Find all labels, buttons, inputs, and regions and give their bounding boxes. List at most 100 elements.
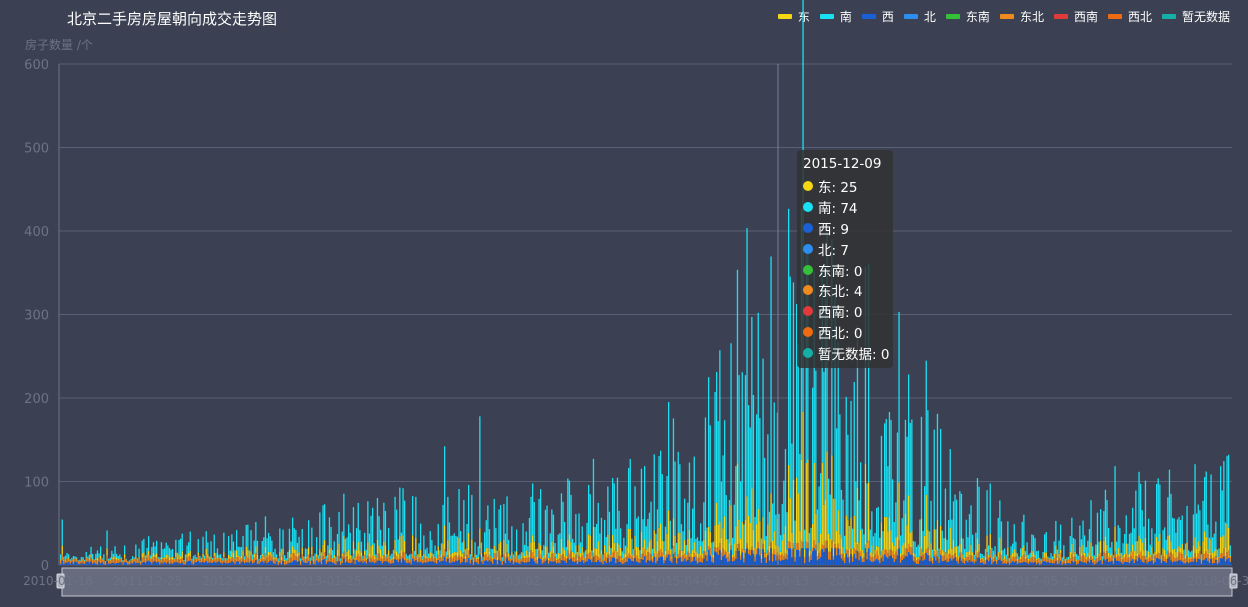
bar bbox=[797, 493, 799, 543]
bar bbox=[1162, 554, 1164, 561]
bar bbox=[392, 549, 395, 557]
bar bbox=[621, 551, 623, 559]
bar bbox=[202, 553, 204, 558]
legend-item[interactable]: 西南 bbox=[1053, 8, 1098, 25]
bar bbox=[77, 561, 79, 564]
bar bbox=[208, 559, 211, 563]
bar bbox=[324, 504, 326, 541]
bar bbox=[413, 557, 415, 562]
bar bbox=[463, 558, 465, 565]
bar bbox=[90, 546, 92, 555]
bar bbox=[316, 560, 318, 565]
bar bbox=[452, 558, 454, 562]
bar bbox=[231, 561, 233, 565]
bar bbox=[511, 552, 513, 556]
bar bbox=[645, 549, 647, 556]
bar bbox=[320, 552, 323, 560]
legend-item[interactable]: 北 bbox=[903, 8, 936, 25]
data-zoom-slider[interactable] bbox=[61, 567, 1233, 597]
bar bbox=[272, 559, 275, 563]
zoom-handle-left[interactable] bbox=[56, 573, 65, 589]
bar bbox=[431, 556, 433, 562]
bar bbox=[538, 498, 540, 543]
bar bbox=[733, 556, 735, 561]
bar bbox=[229, 558, 231, 563]
bar bbox=[820, 557, 822, 565]
bar bbox=[1173, 557, 1175, 562]
bar bbox=[376, 539, 379, 554]
bar bbox=[351, 558, 353, 560]
bar bbox=[1095, 544, 1097, 557]
legend-item[interactable]: 南 bbox=[819, 8, 852, 25]
bar bbox=[823, 504, 825, 546]
bar bbox=[87, 558, 89, 562]
legend-item[interactable]: 东南 bbox=[945, 8, 990, 25]
bar bbox=[260, 558, 262, 559]
bar bbox=[344, 562, 347, 565]
bar bbox=[647, 547, 649, 553]
bar bbox=[599, 561, 601, 565]
bar bbox=[732, 557, 734, 562]
bar bbox=[607, 554, 609, 559]
bar bbox=[1226, 455, 1228, 524]
bar bbox=[658, 557, 660, 565]
bar bbox=[1060, 524, 1062, 550]
bar bbox=[1128, 553, 1131, 558]
bar bbox=[418, 562, 420, 565]
bar bbox=[1207, 554, 1209, 561]
bar bbox=[1130, 560, 1132, 565]
bar bbox=[1184, 563, 1187, 565]
bar bbox=[968, 550, 971, 556]
bar bbox=[1199, 551, 1201, 560]
bar bbox=[330, 555, 332, 562]
bar bbox=[903, 542, 905, 555]
zoom-handle-right[interactable] bbox=[1229, 573, 1238, 589]
bar bbox=[607, 534, 609, 555]
x-tick-label: 2014-03-02 bbox=[471, 574, 541, 588]
bar bbox=[194, 562, 196, 565]
bar bbox=[948, 553, 950, 562]
bar bbox=[1224, 556, 1227, 562]
bar bbox=[1151, 554, 1153, 561]
bar bbox=[495, 550, 497, 554]
x-tick-label: 2013-01-25 bbox=[292, 574, 362, 588]
bar bbox=[844, 557, 846, 564]
bar bbox=[1106, 500, 1108, 545]
bar bbox=[740, 555, 742, 560]
bar bbox=[980, 553, 982, 559]
bar bbox=[159, 561, 161, 565]
bar bbox=[1064, 561, 1067, 562]
bar bbox=[311, 554, 313, 561]
bar bbox=[666, 557, 668, 565]
bar bbox=[383, 554, 385, 562]
bar bbox=[760, 558, 763, 563]
bar bbox=[156, 562, 158, 565]
bar bbox=[288, 562, 291, 565]
bar bbox=[196, 562, 198, 565]
bar bbox=[448, 562, 451, 565]
bar bbox=[338, 543, 340, 556]
bar bbox=[792, 543, 795, 549]
bar bbox=[1146, 557, 1148, 560]
bar bbox=[597, 556, 599, 561]
bar bbox=[767, 550, 769, 556]
bar bbox=[687, 538, 689, 552]
bar bbox=[919, 519, 921, 547]
bar bbox=[818, 542, 820, 554]
legend-item[interactable]: 东北 bbox=[999, 8, 1044, 25]
bar bbox=[304, 548, 307, 557]
bar bbox=[455, 560, 457, 565]
legend-item[interactable]: 东 bbox=[777, 8, 810, 25]
bar bbox=[220, 559, 222, 563]
bar bbox=[732, 537, 734, 555]
bar bbox=[124, 554, 126, 558]
bar bbox=[653, 556, 655, 565]
legend-item[interactable]: 西北 bbox=[1107, 8, 1152, 25]
bar bbox=[80, 562, 83, 565]
bar bbox=[322, 559, 324, 565]
legend-item[interactable]: 西 bbox=[861, 8, 894, 25]
bar bbox=[1045, 558, 1047, 563]
bar bbox=[924, 553, 926, 560]
legend-item[interactable]: 暂无数据 bbox=[1161, 8, 1230, 25]
